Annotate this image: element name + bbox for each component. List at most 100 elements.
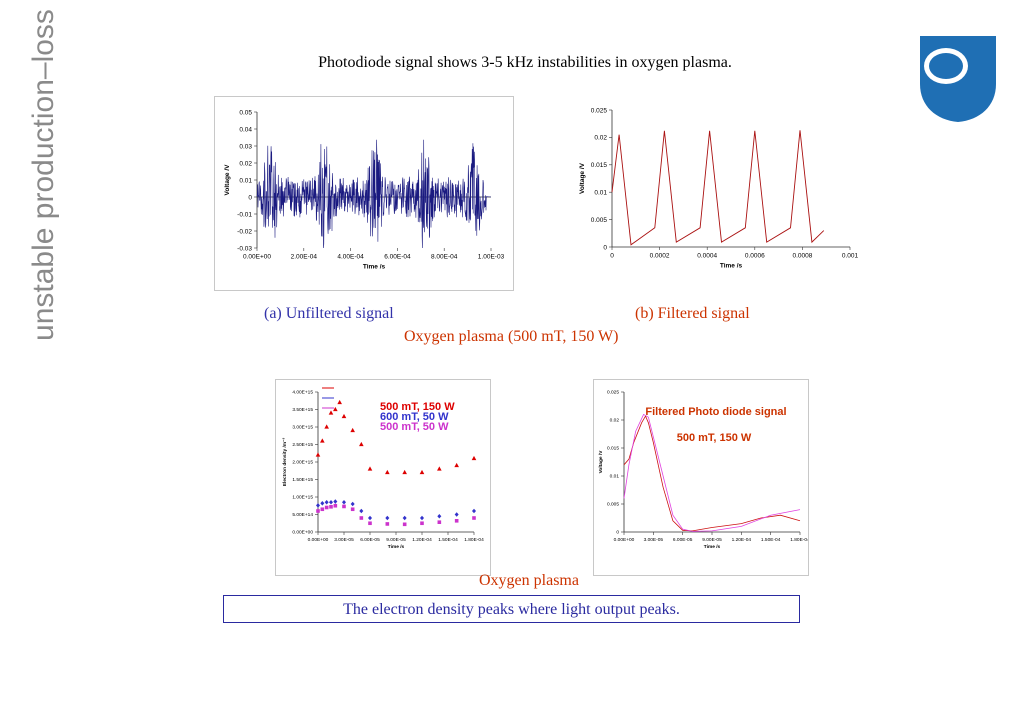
y-tick-label: 1.00E+15 — [292, 495, 313, 501]
y-tick-label: 0.02 — [239, 160, 252, 167]
chart-filtered-panel: 0 0.0002 0.0004 0.0006 0.0008 0.001 0.025 0.02 0… — [572, 100, 862, 285]
density-point — [472, 508, 476, 514]
x-tick-label: 0.00E+00 — [614, 537, 635, 543]
density-point — [316, 509, 320, 513]
chart-density: 0.00E+00 3.00E-05 6.00E-05 9.00E-05 1.20E-04… — [282, 387, 484, 550]
side-title-text: unstable production–loss — [27, 9, 60, 341]
y-tick-label: 0.025 — [607, 390, 619, 396]
density-point — [402, 515, 407, 521]
x-tick-label: 0.0006 — [745, 253, 765, 260]
chart-unfiltered: 0.00E+00 2.00E-04 4.00E-04 6.00E-04 8.00E-04… — [224, 109, 505, 270]
x-tick-label: 9.00E-05 — [702, 537, 722, 543]
y-tick-label: 0.025 — [591, 107, 608, 114]
density-point — [419, 469, 425, 475]
density-point — [350, 501, 355, 507]
x-axis-label: Time /s — [363, 263, 386, 270]
x-tick-label: 0.0004 — [697, 253, 717, 260]
photodiode-line — [623, 413, 801, 532]
x-tick-label: 8.00E-04 — [431, 254, 458, 261]
x-tick-label: 9.00E-05 — [386, 537, 406, 543]
photodiode-line — [623, 415, 801, 532]
y-tick-label: 3.50E+15 — [292, 407, 313, 413]
x-tick-label: 1.00E-03 — [478, 254, 505, 261]
x-tick-label: 0.0002 — [650, 253, 670, 260]
subtitle-bottom: Oxygen plasma — [479, 572, 579, 589]
x-tick-label: 1.80E-04 — [464, 537, 484, 543]
density-point — [367, 466, 373, 471]
x-tick-label: 1.20E-04 — [732, 537, 752, 543]
conclusion-box: The electron density peaks where light o… — [223, 595, 800, 623]
density-point — [333, 503, 338, 508]
density-point — [320, 501, 325, 506]
density-point — [320, 507, 325, 512]
density-point — [324, 505, 329, 510]
y-axis-label: Electron density /m⁻³ — [282, 437, 288, 486]
y-axis-label: Voltage /V — [598, 450, 604, 474]
x-tick-label: 0 — [610, 253, 614, 260]
x-tick-label: 1.80E-04 — [790, 537, 808, 543]
density-point — [342, 504, 346, 509]
x-tick-label: 0.001 — [842, 253, 859, 260]
x-tick-label: 0.0008 — [792, 253, 812, 260]
y-tick-label: 0 — [616, 530, 619, 536]
legend-label: 500 mT, 50 W — [380, 421, 449, 433]
density-point — [402, 522, 407, 527]
x-tick-label: 1.50E-04 — [761, 537, 781, 543]
density-point — [454, 512, 459, 517]
slide-heading: Photodiode signal shows 3-5 kHz instabil… — [318, 54, 732, 71]
density-point — [324, 424, 329, 429]
y-tick-label: 0.04 — [239, 126, 252, 133]
x-axis-label: Time /s — [720, 262, 743, 269]
y-tick-label: 0.005 — [607, 502, 619, 508]
chart-photodiode-panel: 0.00E+00 3.00E-05 6.00E-05 9.00E-05 1.20E-04… — [593, 379, 810, 576]
chart-density-panel: 0.00E+00 3.00E-05 6.00E-05 9.00E-05 1.20E-04… — [275, 379, 491, 576]
y-tick-label: -0.03 — [237, 245, 252, 252]
density-point — [385, 515, 390, 521]
density-point — [471, 455, 477, 461]
density-point — [320, 438, 325, 443]
density-point — [342, 499, 346, 505]
caption-b: (b) Filtered signal — [635, 305, 750, 322]
y-axis-label: Voltage /V — [224, 164, 231, 196]
density-point — [359, 441, 364, 447]
y-tick-label: 0.01 — [610, 474, 620, 480]
x-tick-label: 1.20E-04 — [412, 537, 432, 543]
density-point — [315, 452, 321, 457]
density-point — [454, 519, 459, 523]
y-tick-label: 0 — [248, 194, 252, 201]
chart-subtitle: 500 mT, 150 W — [677, 432, 752, 444]
density-point — [341, 413, 347, 419]
slide-side-title: unstable production–loss — [4, 0, 60, 360]
y-tick-label: 0 — [603, 244, 607, 251]
caption-a: (a) Unfiltered signal — [264, 305, 394, 322]
y-tick-label: 2.50E+15 — [292, 442, 313, 448]
y-axis-label: Voltage /V — [579, 162, 586, 194]
y-tick-label: 0.01 — [594, 189, 607, 196]
y-tick-label: 4.00E+15 — [292, 390, 313, 396]
x-tick-label: 6.00E-05 — [360, 537, 380, 543]
x-tick-label: 6.00E-05 — [673, 537, 693, 543]
y-tick-label: 2.00E+15 — [292, 460, 313, 466]
x-axis-label: Time /s — [388, 544, 405, 550]
y-tick-label: 1.50E+15 — [292, 477, 313, 483]
x-tick-label: 3.00E-05 — [644, 537, 664, 543]
y-tick-label: 0.01 — [239, 177, 252, 184]
y-tick-label: 0.02 — [594, 135, 607, 142]
density-point — [385, 469, 390, 475]
x-tick-label: 0.00E+00 — [308, 537, 329, 543]
density-point — [402, 469, 407, 475]
density-point — [328, 410, 334, 415]
x-tick-label: 6.00E-04 — [384, 254, 411, 261]
density-point — [350, 427, 355, 433]
subtitle-top: Oxygen plasma (500 mT, 150 W) — [404, 328, 619, 345]
density-point — [420, 515, 424, 521]
y-tick-label: 3.00E+15 — [292, 425, 313, 431]
density-point — [472, 516, 476, 520]
y-tick-label: 0.05 — [239, 109, 252, 116]
density-point — [437, 466, 442, 471]
density-point — [324, 499, 329, 505]
density-point — [329, 499, 333, 505]
x-tick-label: 1.50E-04 — [438, 537, 458, 543]
legend-label: 500 mT, 150 W — [380, 401, 455, 413]
y-tick-label: 0.015 — [607, 446, 619, 452]
